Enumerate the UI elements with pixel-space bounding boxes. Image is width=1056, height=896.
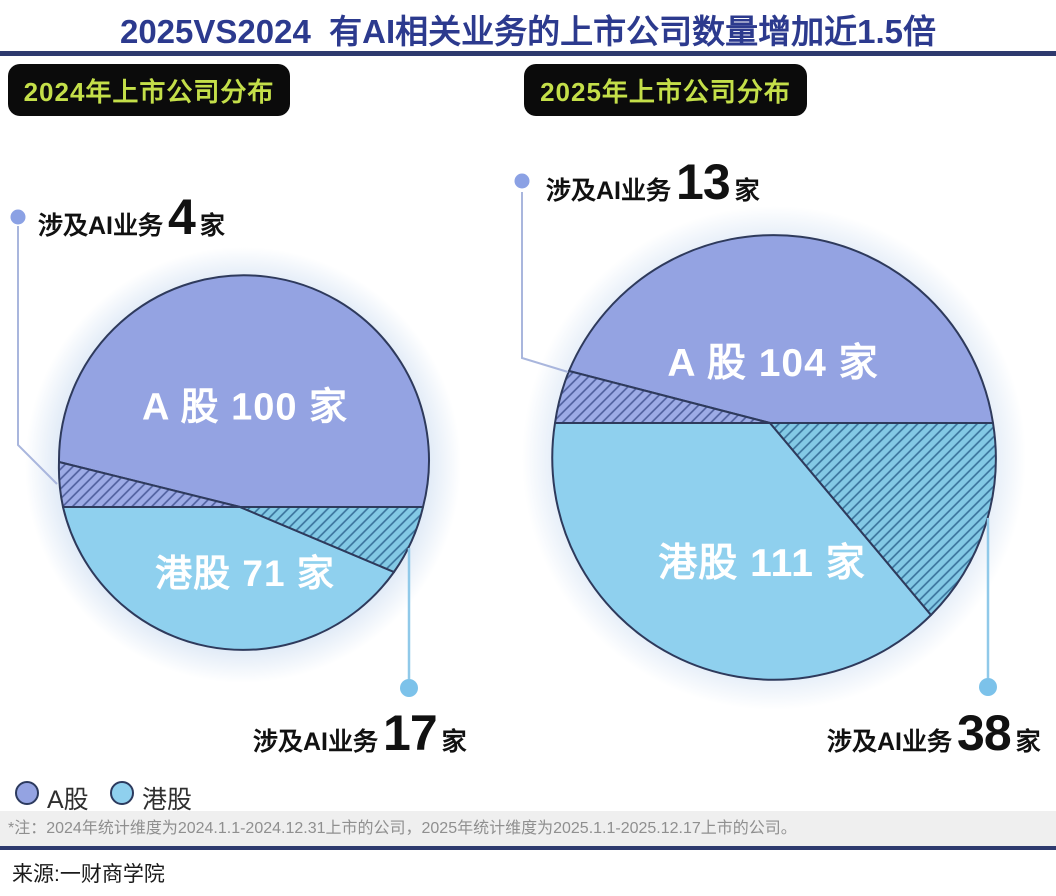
callout-dot-2024-ai-hk [400, 679, 418, 697]
badge-2025-distribution: 2025年上市公司分布 [524, 64, 807, 116]
footnote-text: *注：2024年统计维度为2024.1.1-2024.12.31上市的公司，20… [8, 820, 797, 837]
pie-2024-a-share-slice [57, 274, 430, 508]
callout-prefix: 涉及AI业务 [253, 728, 379, 756]
bottom-divider [0, 846, 1056, 850]
legend-swatch-a-share [15, 781, 39, 805]
legend-label-hk: 港股 [142, 786, 193, 814]
callout-2024-ai-hk: 涉及AI业务 17 家 [253, 708, 467, 758]
callout-prefix: 涉及AI业务 [546, 177, 672, 205]
pie-2024-hk-label: 港股 71 家 [155, 553, 335, 594]
pie-2024-hk-slice [62, 506, 395, 651]
callout-dot-2025-ai-hk [979, 678, 997, 696]
callout-number: 17 [383, 705, 438, 761]
pie-2025-a-share-ai-slice [554, 370, 771, 424]
badge-2024-distribution: 2024年上市公司分布 [8, 64, 290, 116]
callout-prefix: 涉及AI业务 [38, 212, 164, 240]
callout-line-2025-ai-a [521, 192, 569, 373]
page-title: 2025VS2024 有AI相关业务的上市公司数量增加近1.5倍 [119, 13, 937, 50]
pie-2025-hk-label: 港股 111 家 [658, 542, 866, 585]
callout-prefix: 涉及AI业务 [827, 728, 953, 756]
pie-2025-hk-ai-slice [769, 422, 997, 616]
legend-label-a-share: A股 [47, 786, 89, 814]
pie-2024-a-share-ai-slice [57, 461, 241, 508]
callout-dot-2024-ai-a [10, 209, 26, 225]
callout-number: 13 [676, 154, 731, 210]
pie-2025-hk-slice [551, 422, 932, 681]
pie-2024-a-share-label: A 股 100 家 [141, 386, 349, 429]
callout-suffix: 家 [199, 212, 225, 240]
callout-number: 4 [168, 189, 196, 245]
callout-suffix: 家 [441, 728, 467, 756]
source-text: 来源:一财商学院 [12, 863, 165, 886]
callout-2024-ai-a-share: 涉及AI业务 4 家 [38, 192, 225, 242]
legend-swatch-hk [110, 781, 134, 805]
pie-2025-a-share-label: A 股 104 家 [667, 342, 879, 385]
callout-2025-ai-a-share: 涉及AI业务 13 家 [546, 157, 760, 207]
callout-line-2024-ai-a [17, 226, 58, 485]
callout-suffix: 家 [734, 177, 760, 205]
top-divider [0, 51, 1056, 56]
callout-2025-ai-hk: 涉及AI业务 38 家 [827, 708, 1041, 758]
callout-dot-2025-ai-a [514, 173, 530, 189]
footnote-band: *注：2024年统计维度为2024.1.1-2024.12.31上市的公司，20… [0, 811, 1056, 846]
pie-2025-a-share-slice [568, 234, 994, 424]
callout-number: 38 [957, 705, 1012, 761]
callout-suffix: 家 [1015, 728, 1041, 756]
pie-2024-hk-ai-slice [239, 506, 424, 573]
